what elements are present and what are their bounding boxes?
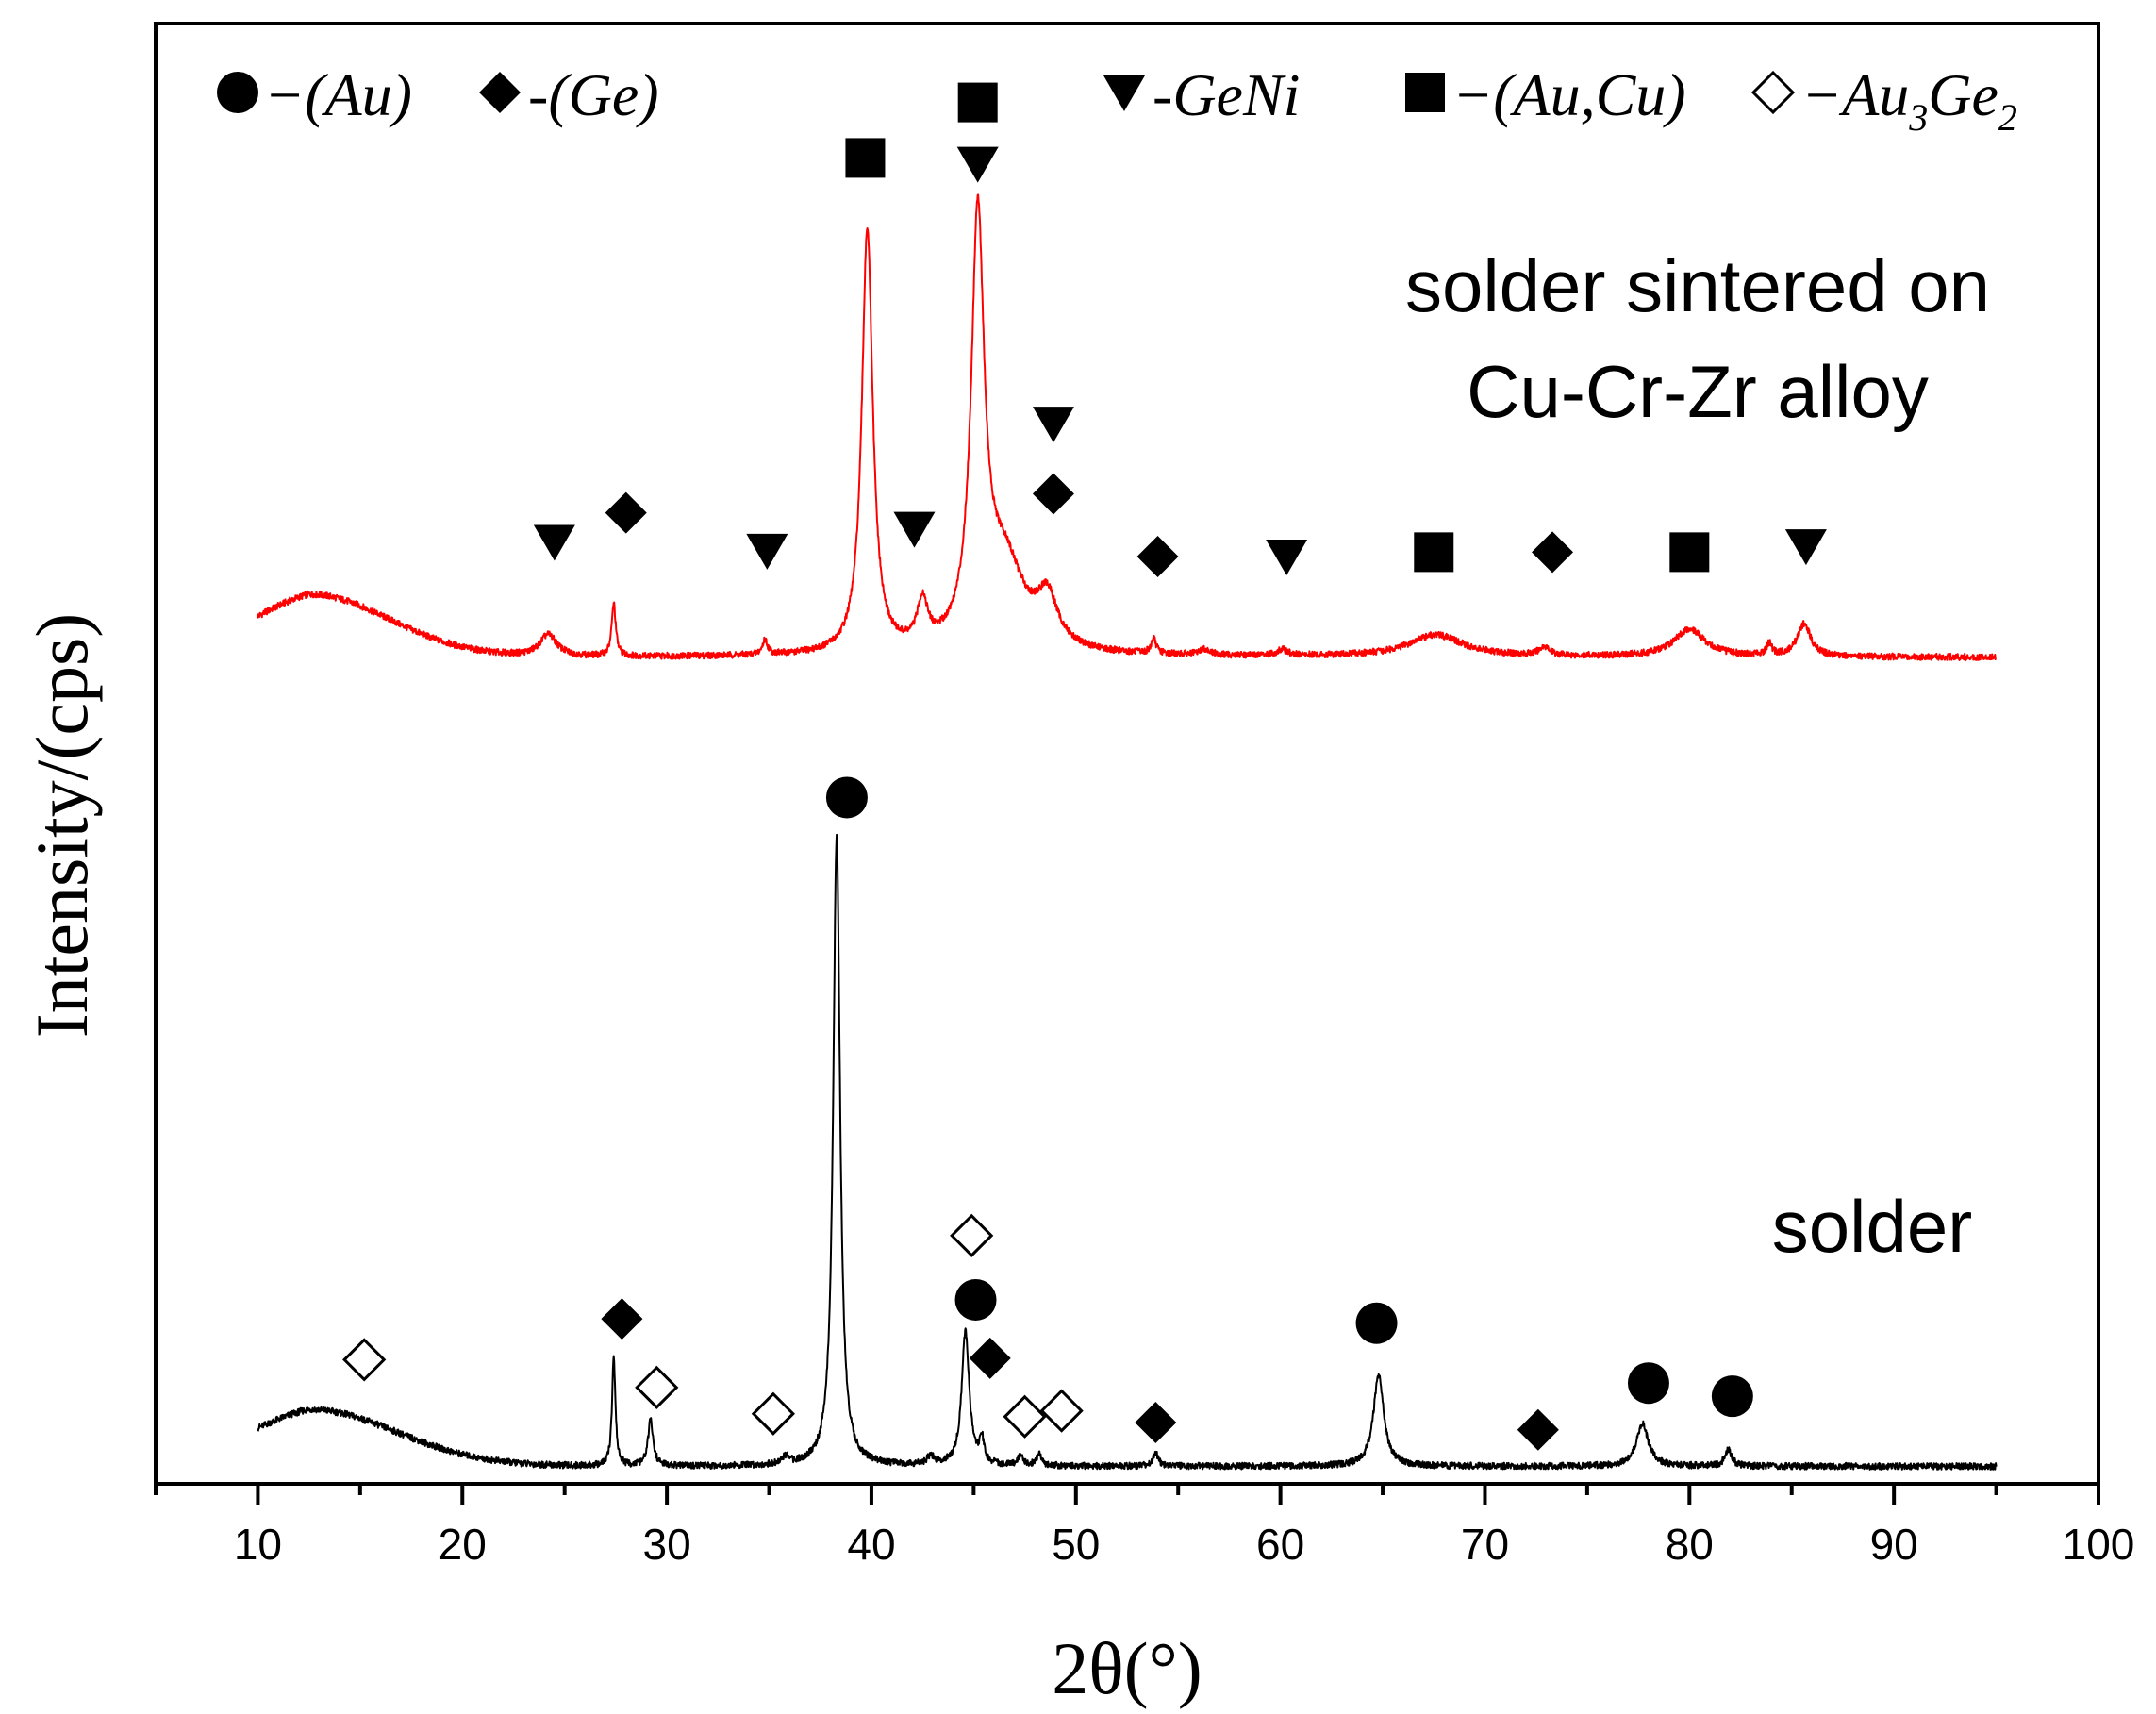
x-tick-label: 70 <box>1461 1520 1509 1569</box>
series-label: solder sintered on <box>1405 244 1990 327</box>
ge-marker-icon <box>601 1298 643 1340</box>
ge-marker-icon <box>605 491 647 534</box>
x-tick-label: 80 <box>1666 1520 1714 1569</box>
plot-frame <box>154 22 2100 1486</box>
geni-marker-icon <box>893 511 936 548</box>
au3ge2-marker-icon <box>1003 1394 1047 1439</box>
legend-entry: −(Au,Cu) <box>1405 61 1686 128</box>
au-cu-marker-icon <box>1414 532 1454 573</box>
au-cu-marker-icon <box>845 138 886 178</box>
au-marker-icon <box>217 72 258 113</box>
x-tick-label: 90 <box>1870 1520 1918 1569</box>
ge-marker-icon <box>969 1337 1011 1379</box>
legend-label: −(Au,Cu) <box>1452 61 1686 128</box>
series-line-sintered <box>257 193 1998 661</box>
ge-marker-icon <box>479 72 521 113</box>
au-cu-marker-icon <box>957 82 998 123</box>
series-layer <box>257 193 1998 1471</box>
geni-marker-icon <box>746 533 788 570</box>
y-axis-title: Intensity/(cps) <box>21 613 103 1039</box>
ge-marker-icon <box>1135 1401 1177 1443</box>
geni-marker-icon <box>1032 407 1074 443</box>
geni-marker-icon <box>1103 75 1145 111</box>
au-marker-icon <box>1711 1375 1753 1418</box>
geni-marker-icon <box>1266 540 1308 576</box>
au3ge2-marker-icon <box>1039 1389 1084 1433</box>
x-tick-label: 60 <box>1256 1520 1304 1569</box>
series-label: Cu-Cr-Zr alloy <box>1467 350 1929 433</box>
au-marker-icon <box>1627 1362 1669 1405</box>
peak-markers <box>342 82 1827 1451</box>
legend-entry: −Au3Ge2 <box>1750 61 2017 139</box>
legend-entry: -(Ge) <box>479 61 659 128</box>
x-tick-label: 30 <box>643 1520 691 1569</box>
x-tick-label: 100 <box>2063 1520 2135 1569</box>
legend-label: -(Ge) <box>528 61 659 128</box>
x-tick-label: 40 <box>847 1520 895 1569</box>
geni-marker-icon <box>533 524 575 561</box>
geni-marker-icon <box>1784 529 1827 566</box>
x-tick-label: 10 <box>234 1520 282 1569</box>
au-cu-marker-icon <box>1669 532 1710 573</box>
series-labels: solder sintered on Cu-Cr-Zr alloy solder <box>1405 244 1990 1268</box>
au3ge2-marker-icon <box>342 1338 387 1382</box>
geni-marker-icon <box>956 146 999 183</box>
au3ge2-marker-icon <box>1750 70 1796 115</box>
legend-label: -GeNi <box>1153 61 1300 128</box>
x-axis-title: 2θ(°) <box>1052 1627 1202 1709</box>
au-cu-marker-icon <box>1405 73 1445 112</box>
ge-marker-icon <box>1532 531 1574 574</box>
au3ge2-marker-icon <box>635 1365 679 1409</box>
legend-label: −Au3Ge2 <box>1801 61 2017 139</box>
au3ge2-marker-icon <box>751 1391 795 1436</box>
legend-entry: -GeNi <box>1103 61 1300 128</box>
ge-marker-icon <box>1032 473 1074 515</box>
au-marker-icon <box>954 1278 997 1321</box>
au3ge2-marker-icon <box>950 1213 994 1257</box>
legend: −(Au) -(Ge) -GeNi −(Au,Cu) −Au3Ge2 <box>217 61 2017 139</box>
legend-entry: −(Au) <box>217 61 412 128</box>
series-line-solder <box>257 833 1998 1471</box>
series-label: solder <box>1772 1185 1972 1268</box>
x-tick-label: 50 <box>1052 1520 1100 1569</box>
au-marker-icon <box>1355 1302 1398 1344</box>
legend-label: −(Au) <box>264 61 412 128</box>
ge-marker-icon <box>1517 1408 1559 1451</box>
x-axis-ticks: 10 20 30 40 50 60 70 80 90 100 <box>154 417 2135 1569</box>
au-marker-icon <box>825 776 868 819</box>
ge-marker-icon <box>1136 536 1179 578</box>
x-tick-label: 20 <box>439 1520 487 1569</box>
